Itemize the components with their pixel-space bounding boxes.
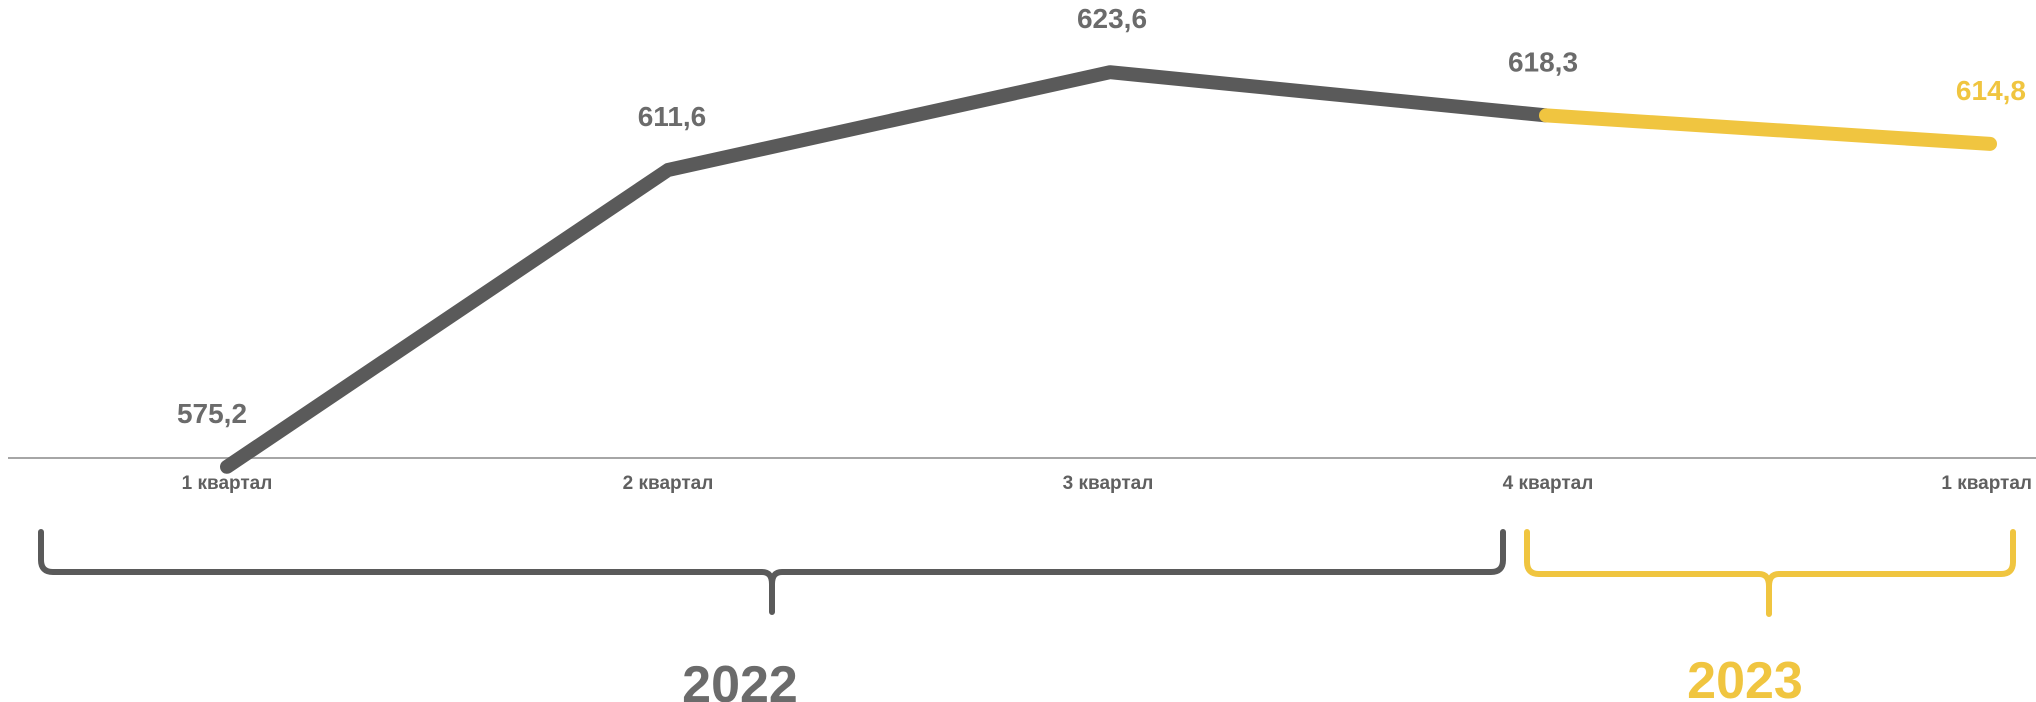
data-label: 623,6 <box>1077 3 1147 34</box>
x-tick-labels: 1 квартал 2 квартал 3 квартал 4 квартал … <box>182 473 2032 494</box>
x-tick-label: 4 квартал <box>1503 473 1594 494</box>
series-line-2023 <box>1539 108 1997 151</box>
data-label: 575,2 <box>177 398 247 429</box>
data-labels: 575,2 611,6 623,6 618,3 614,8 <box>177 3 2026 429</box>
data-label: 611,6 <box>638 101 707 132</box>
data-label: 614,8 <box>1956 75 2026 106</box>
x-tick-label: 1 квартал <box>182 473 273 494</box>
x-tick-label: 3 квартал <box>1063 473 1154 494</box>
year-label-2023: 2023 <box>1687 652 1803 702</box>
data-label: 618,3 <box>1508 46 1578 77</box>
year-brace-2022 <box>38 529 1506 615</box>
x-tick-label: 2 квартал <box>623 473 714 494</box>
year-brace-2023 <box>1524 529 2016 617</box>
series-line-2022 <box>220 65 1553 474</box>
year-label-2022: 2022 <box>682 656 798 702</box>
x-tick-label: 1 квартал <box>1941 473 2032 494</box>
